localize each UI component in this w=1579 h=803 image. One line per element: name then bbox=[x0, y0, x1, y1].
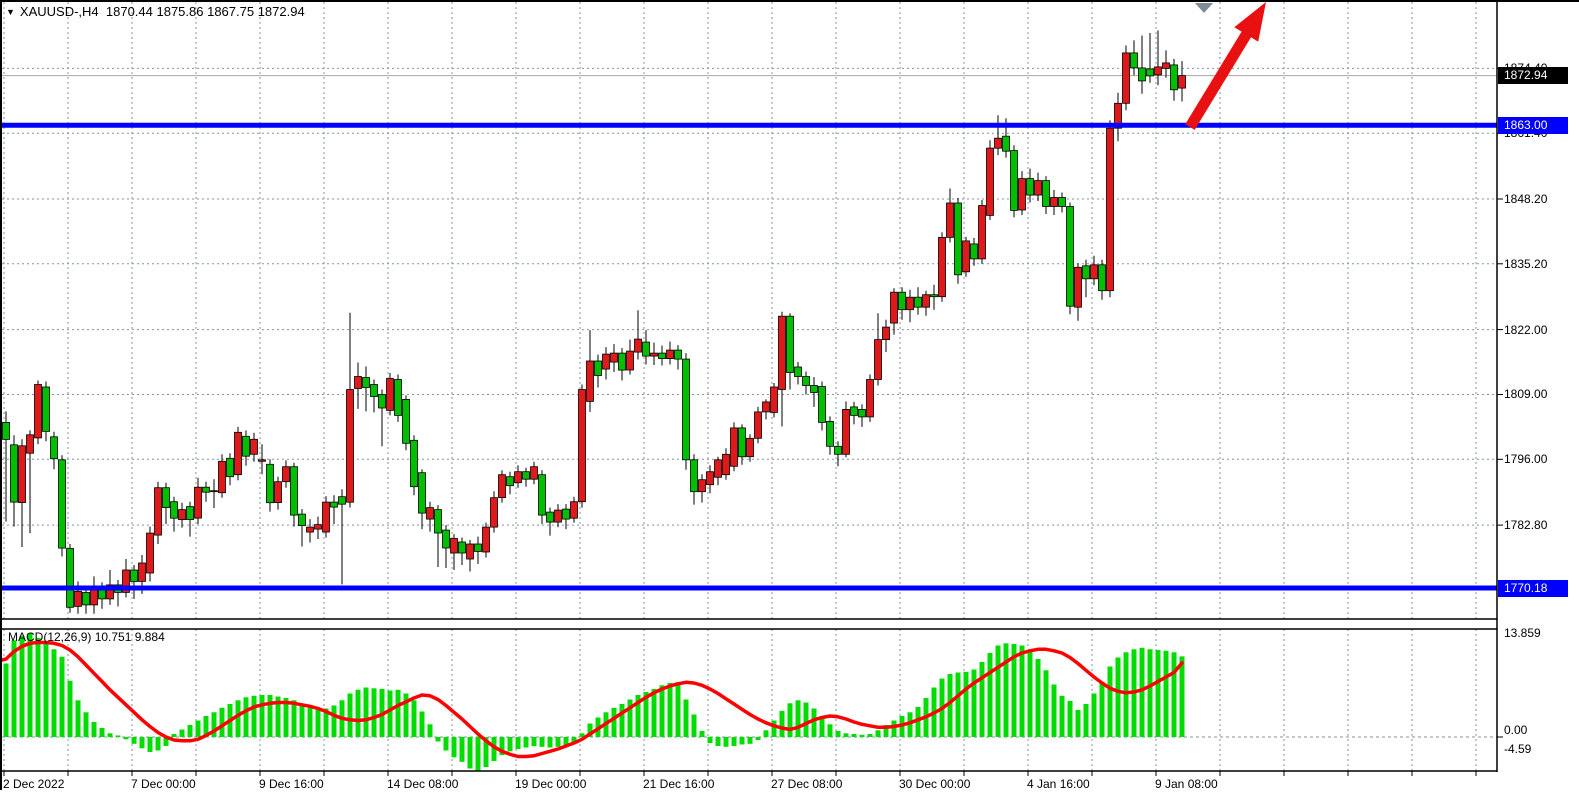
macd-scale-label: -4.59 bbox=[1504, 742, 1532, 756]
indicator-label: MACD(12,26,9) 10.751 9.884 bbox=[8, 630, 165, 644]
bid-price-box: 1872.94 bbox=[1498, 67, 1568, 84]
time-axis-label: 14 Dec 08:00 bbox=[387, 777, 459, 791]
time-axis-label: 4 Jan 16:00 bbox=[1027, 777, 1090, 791]
price-axis-label: 1835.20 bbox=[1504, 256, 1548, 271]
time-axis-label: 7 Dec 00:00 bbox=[131, 777, 196, 791]
time-axis-label: 9 Jan 08:00 bbox=[1155, 777, 1218, 791]
time-axis-label: 9 Dec 16:00 bbox=[259, 777, 324, 791]
time-axis-label: 30 Dec 00:00 bbox=[899, 777, 971, 791]
price-axis-label: 1809.00 bbox=[1504, 387, 1548, 402]
macd-scale-label: 0.00 bbox=[1504, 723, 1528, 737]
chart-title-bar: ▼ XAUUSD-,H4 1870.44 1875.86 1867.75 187… bbox=[6, 5, 305, 19]
symbol-ohlc-text: XAUUSD-,H4 1870.44 1875.86 1867.75 1872.… bbox=[19, 4, 305, 19]
symbol-dropdown-icon[interactable]: ▼ bbox=[6, 7, 15, 17]
resistance-level-price-box: 1863.00 bbox=[1498, 117, 1568, 134]
price-axis-label: 1848.20 bbox=[1504, 192, 1548, 206]
price-axis-label: 1822.00 bbox=[1504, 322, 1548, 337]
price-axis-label: 1782.80 bbox=[1504, 518, 1548, 533]
time-axis-label: 19 Dec 00:00 bbox=[515, 777, 587, 791]
macd-scale-label: 13.859 bbox=[1504, 626, 1541, 641]
time-axis-label: 27 Dec 08:00 bbox=[771, 777, 843, 791]
time-axis-label: 2 Dec 2022 bbox=[3, 777, 65, 791]
price-axis-label: 1796.00 bbox=[1504, 452, 1548, 467]
support-level-price-box: 1770.18 bbox=[1498, 580, 1568, 597]
time-axis-label: 21 Dec 16:00 bbox=[643, 777, 715, 791]
